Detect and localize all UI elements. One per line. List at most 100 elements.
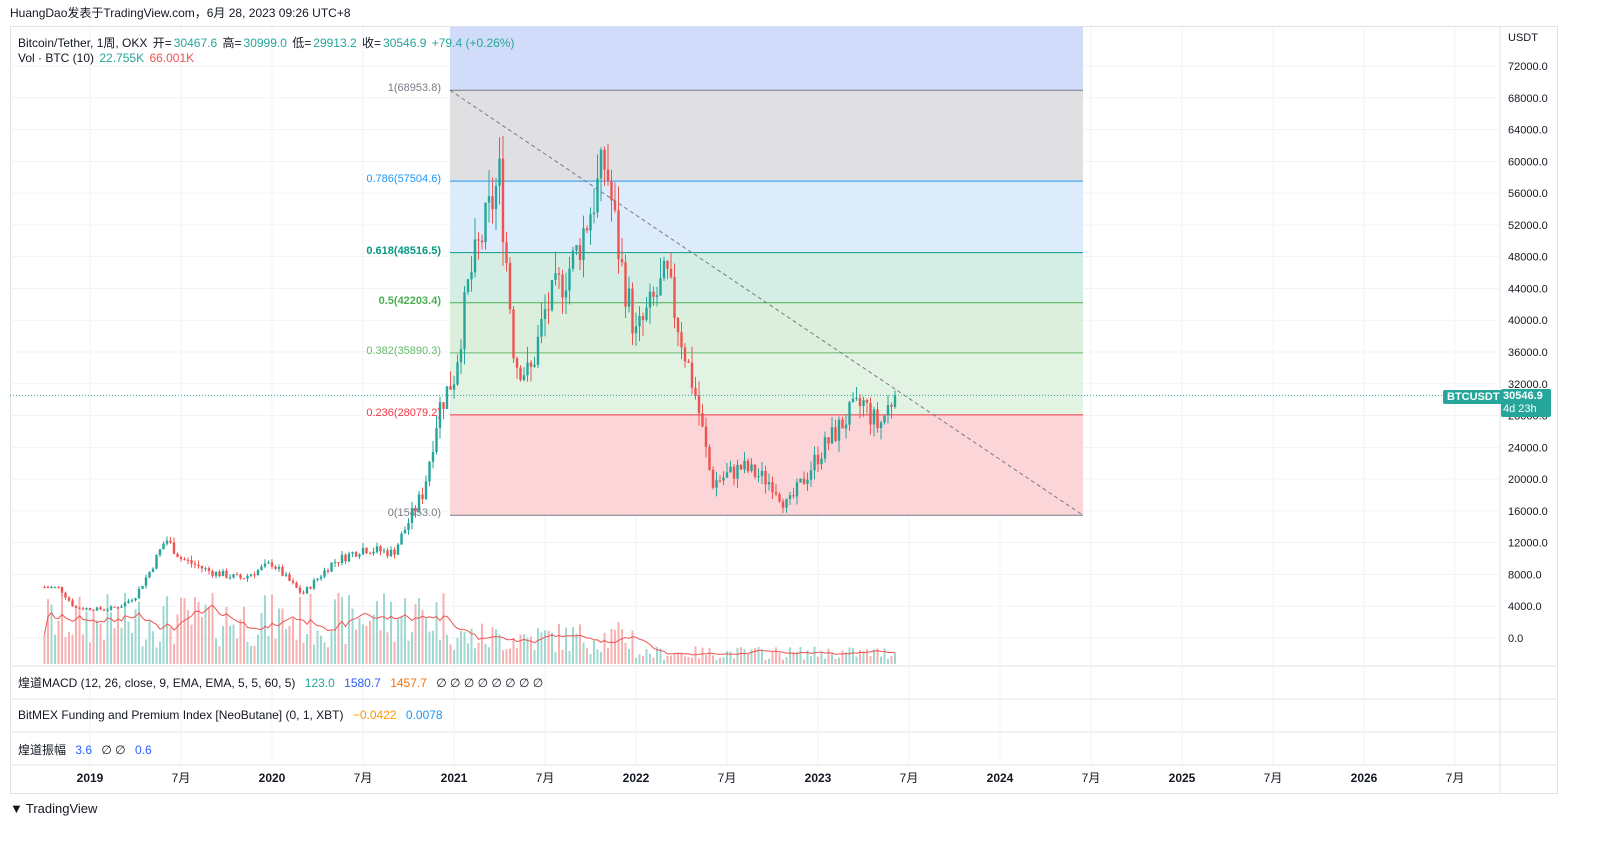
candle-body <box>872 409 876 425</box>
time-axis-label[interactable]: 2026 <box>1351 771 1378 785</box>
volume-bar <box>642 655 644 664</box>
publish-header: HuangDao发表于TradingView.com，6月 28, 2023 0… <box>10 4 351 21</box>
volume-bar <box>677 653 679 664</box>
funding-value-1: −0.0422 <box>352 708 397 722</box>
volume-bar <box>169 627 172 664</box>
time-axis-label[interactable]: 7月 <box>536 771 555 785</box>
time-axis-label[interactable]: 7月 <box>172 771 191 785</box>
time-axis-label[interactable]: 7月 <box>1446 771 1465 785</box>
price-tick-label[interactable]: 44000.0 <box>1508 283 1548 295</box>
price-tick-label[interactable]: 16000.0 <box>1508 506 1548 518</box>
volume-bar <box>488 647 490 664</box>
amplitude-name[interactable]: 煌道振幅 <box>18 743 67 757</box>
volume-bar <box>883 648 886 664</box>
time-axis-label[interactable]: 2025 <box>1169 771 1196 785</box>
symbol-legend[interactable]: Bitcoin/Tether, 1周, OKX 开= 30467.6 高= 3099… <box>18 34 516 51</box>
candle-body <box>123 602 127 607</box>
volume-label[interactable]: Vol · BTC (10) <box>18 51 95 65</box>
time-axis-label[interactable]: 7月 <box>718 771 737 785</box>
candle-body <box>144 577 148 586</box>
price-tick-label[interactable]: 56000.0 <box>1508 188 1548 200</box>
price-tick-label[interactable]: 4000.0 <box>1508 601 1542 613</box>
price-tick-label[interactable]: 48000.0 <box>1508 252 1548 264</box>
price-tick-label[interactable]: 0.0 <box>1508 633 1523 645</box>
footer-brand[interactable]: ▼ TradingView <box>10 801 97 816</box>
candle-body <box>498 158 501 186</box>
time-axis-label[interactable]: 2021 <box>441 771 468 785</box>
volume-bar <box>320 635 322 664</box>
time-axis-label[interactable]: 7月 <box>354 771 373 785</box>
volume-bar <box>687 656 690 664</box>
candle-body <box>666 260 669 269</box>
last-price-tag[interactable]: 30546.9 4d 23h <box>1501 389 1551 417</box>
volume-bar <box>838 657 840 664</box>
time-axis-label[interactable]: 2020 <box>259 771 286 785</box>
funding-name[interactable]: BitMEX Funding and Premium Index [NeoBut… <box>18 708 344 722</box>
price-tick-label[interactable]: 64000.0 <box>1508 125 1548 137</box>
time-axis-label[interactable]: 7月 <box>1082 771 1101 785</box>
volume-bar <box>386 632 389 664</box>
close-value: 30546.9 <box>383 36 427 50</box>
volume-bar <box>306 634 308 664</box>
price-tick-label[interactable]: 40000.0 <box>1508 315 1548 327</box>
volume-bar <box>68 632 70 664</box>
price-tick-label[interactable]: 32000.0 <box>1508 379 1548 391</box>
volume-bar <box>670 655 672 664</box>
macd-name[interactable]: 煌道MACD (12, 26, close, 9, EMA, EMA, 5, 5… <box>18 676 296 690</box>
volume-bar <box>47 599 49 664</box>
volume-bar <box>407 640 410 664</box>
candle-body <box>463 292 466 350</box>
time-axis-label[interactable]: 2023 <box>805 771 832 785</box>
volume-bar <box>530 636 532 664</box>
candle-body <box>298 587 302 593</box>
price-tick-label[interactable]: 68000.0 <box>1508 93 1548 105</box>
candle-body <box>879 422 883 429</box>
price-tick-label[interactable]: 20000.0 <box>1508 474 1548 486</box>
volume-bar <box>873 649 875 664</box>
fib-level-label: 0.236(28079.2) <box>366 406 441 419</box>
candle-body <box>109 606 113 610</box>
candle-body <box>88 608 92 610</box>
fib-retracement[interactable] <box>450 27 1083 516</box>
time-axis-label[interactable]: 2024 <box>987 771 1014 785</box>
candle-body <box>550 279 554 310</box>
candle-body <box>799 478 802 483</box>
candle-body <box>130 600 134 602</box>
volume-bar <box>715 659 718 664</box>
candlesticks <box>43 136 897 612</box>
price-tick-label[interactable]: 24000.0 <box>1508 442 1548 454</box>
time-axis-labels[interactable]: 2019 7月 2020 7月 2021 7月 2022 7月 2023 7月 2024 7月 2025… <box>77 771 1465 785</box>
volume-bar <box>516 648 518 664</box>
currency-label[interactable]: USDT <box>1508 32 1538 44</box>
candle-body <box>487 196 491 203</box>
price-tick-label[interactable]: 12000.0 <box>1508 538 1548 550</box>
amplitude-pane-title[interactable]: 煌道振幅 3.6 ∅ ∅ 0.6 <box>18 741 158 758</box>
volume-bar <box>425 618 427 664</box>
time-axis-label[interactable]: 2022 <box>623 771 650 785</box>
volume-bar <box>442 593 445 664</box>
candle-body <box>246 575 249 579</box>
price-tick-label[interactable]: 72000.0 <box>1508 61 1548 73</box>
volume-bar <box>589 653 592 664</box>
candle-body <box>428 461 431 482</box>
price-tick-label[interactable]: 60000.0 <box>1508 156 1548 168</box>
volume-bar <box>208 607 210 664</box>
time-axis-label[interactable]: 2019 <box>77 771 104 785</box>
price-tick-label[interactable]: 52000.0 <box>1508 220 1548 232</box>
time-axis-label[interactable]: 7月 <box>1264 771 1283 785</box>
volume-legend[interactable]: Vol · BTC (10) 22.755K 66.001K <box>18 51 196 65</box>
macd-value-3: 1457.7 <box>390 676 427 690</box>
candle-body <box>169 540 172 543</box>
funding-pane-title[interactable]: BitMEX Funding and Premium Index [NeoBut… <box>18 708 449 722</box>
volume-bar <box>120 627 123 664</box>
time-axis-label[interactable]: 7月 <box>900 771 919 785</box>
candle-body <box>396 544 400 555</box>
trend-line[interactable] <box>449 89 1084 516</box>
symbol-name[interactable]: Bitcoin/Tether, 1周, OKX <box>18 36 148 50</box>
macd-pane-title[interactable]: 煌道MACD (12, 26, close, 9, EMA, EMA, 5, 5… <box>18 674 549 691</box>
price-tick-label[interactable]: 36000.0 <box>1508 347 1548 359</box>
price-axis-ticks[interactable]: 72000.0 68000.0 64000.0 60000.0 56000.0 52000… <box>1508 61 1548 645</box>
price-tick-label[interactable]: 8000.0 <box>1508 569 1542 581</box>
volume-bar <box>176 614 179 664</box>
